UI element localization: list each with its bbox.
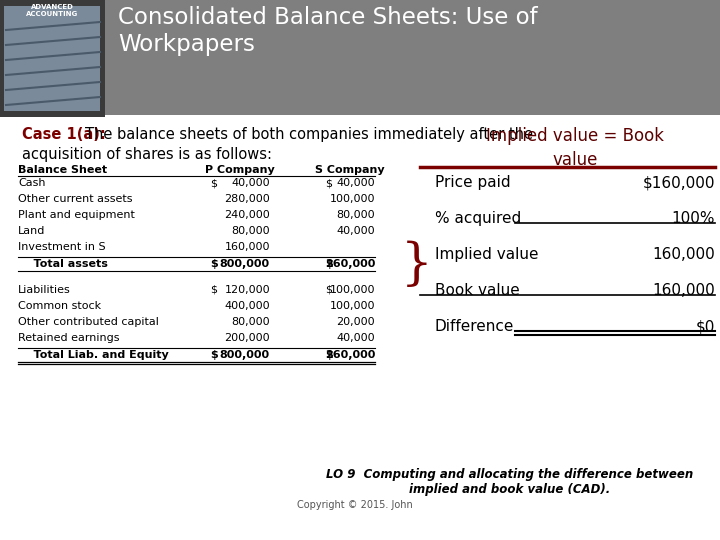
- Text: $: $: [210, 350, 217, 360]
- Text: 200,000: 200,000: [225, 333, 270, 343]
- Text: 80,000: 80,000: [336, 210, 375, 220]
- Text: Cash: Cash: [18, 178, 45, 188]
- Text: Difference: Difference: [435, 319, 514, 334]
- Text: $: $: [325, 350, 333, 360]
- Text: Other current assets: Other current assets: [18, 194, 132, 204]
- Text: 80,000: 80,000: [231, 317, 270, 327]
- Text: $: $: [325, 259, 333, 269]
- Text: acquisition of shares is as follows:: acquisition of shares is as follows:: [22, 147, 272, 162]
- Text: P Company: P Company: [205, 165, 275, 175]
- Text: Land: Land: [18, 226, 45, 236]
- Text: 160,000: 160,000: [652, 283, 715, 298]
- Text: Total assets: Total assets: [18, 259, 108, 269]
- Text: Book value: Book value: [435, 283, 520, 298]
- Text: Balance Sheet: Balance Sheet: [18, 165, 107, 175]
- Text: 400,000: 400,000: [225, 301, 270, 311]
- Text: Plant and equipment: Plant and equipment: [18, 210, 135, 220]
- Text: 40,000: 40,000: [336, 178, 375, 188]
- Text: $: $: [210, 259, 217, 269]
- Text: Other contributed capital: Other contributed capital: [18, 317, 159, 327]
- Text: Implied value: Implied value: [435, 247, 539, 262]
- Text: 40,000: 40,000: [336, 333, 375, 343]
- Text: 20,000: 20,000: [336, 317, 375, 327]
- Text: 40,000: 40,000: [231, 178, 270, 188]
- Text: 160,000: 160,000: [652, 247, 715, 262]
- Text: $160,000: $160,000: [642, 175, 715, 190]
- Bar: [105, 0, 720, 115]
- Text: 100,000: 100,000: [330, 194, 375, 204]
- Bar: [0, 0, 105, 117]
- Text: Price paid: Price paid: [435, 175, 510, 190]
- Text: Investment in S: Investment in S: [18, 242, 106, 252]
- Text: }: }: [401, 240, 433, 290]
- Text: LO 9  Computing and allocating the difference between: LO 9 Computing and allocating the differ…: [326, 468, 693, 481]
- Bar: [4, 6, 100, 111]
- Text: 800,000: 800,000: [220, 259, 270, 269]
- Text: Common stock: Common stock: [18, 301, 101, 311]
- Text: 160,000: 160,000: [225, 242, 270, 252]
- Text: Copyright © 2015. John: Copyright © 2015. John: [297, 500, 413, 510]
- Text: 240,000: 240,000: [224, 210, 270, 220]
- Text: $: $: [210, 178, 217, 188]
- Text: % acquired: % acquired: [435, 211, 521, 226]
- Text: $0: $0: [696, 319, 715, 334]
- Text: Workpapers: Workpapers: [118, 33, 255, 56]
- Text: 80,000: 80,000: [231, 226, 270, 236]
- Text: $: $: [325, 285, 332, 295]
- Text: S Company: S Company: [315, 165, 384, 175]
- Text: 800,000: 800,000: [220, 350, 270, 360]
- Text: ADVANCED
ACCOUNTING: ADVANCED ACCOUNTING: [26, 4, 78, 17]
- Text: Implied value = Book
value: Implied value = Book value: [486, 127, 664, 168]
- Text: 100%: 100%: [672, 211, 715, 226]
- Text: 260,000: 260,000: [325, 259, 375, 269]
- Text: The balance sheets of both companies immediately after the: The balance sheets of both companies imm…: [85, 127, 533, 142]
- Text: Retained earnings: Retained earnings: [18, 333, 120, 343]
- Text: Total Liab. and Equity: Total Liab. and Equity: [18, 350, 168, 360]
- Text: 100,000: 100,000: [330, 301, 375, 311]
- Text: Liabilities: Liabilities: [18, 285, 71, 295]
- Text: $: $: [325, 178, 332, 188]
- Text: 280,000: 280,000: [224, 194, 270, 204]
- Text: Consolidated Balance Sheets: Use of: Consolidated Balance Sheets: Use of: [118, 6, 538, 29]
- Text: 120,000: 120,000: [225, 285, 270, 295]
- Text: $: $: [210, 285, 217, 295]
- Text: 40,000: 40,000: [336, 226, 375, 236]
- Text: Case 1(a):: Case 1(a):: [22, 127, 106, 142]
- Text: implied and book value (CAD).: implied and book value (CAD).: [410, 483, 611, 496]
- Text: 260,000: 260,000: [325, 350, 375, 360]
- Text: 100,000: 100,000: [330, 285, 375, 295]
